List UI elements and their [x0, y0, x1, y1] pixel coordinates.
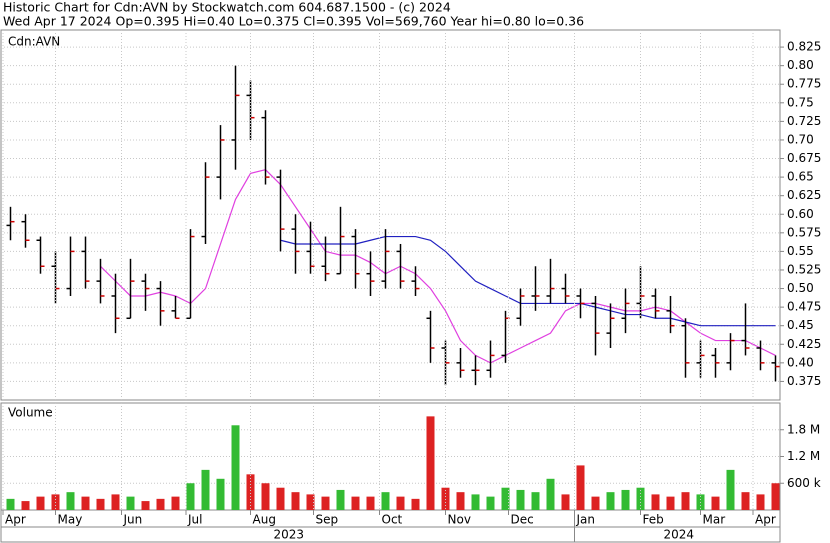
- y-tick-label: 0.80: [787, 58, 814, 72]
- volume-bar: [516, 489, 525, 510]
- volume-bar: [681, 492, 690, 510]
- volume-bar: [441, 487, 450, 510]
- volume-bar: [651, 494, 660, 510]
- year-label: 2023: [273, 528, 304, 542]
- x-tick-label: Jan: [576, 513, 596, 527]
- volume-bar: [186, 483, 195, 510]
- volume-bar: [201, 469, 210, 510]
- y-tick-label: 1.2 M: [787, 449, 820, 463]
- y-tick-label: 0.65: [787, 170, 814, 184]
- y-tick-label: 0.475: [787, 300, 821, 314]
- x-tick-label: Apr: [755, 513, 776, 527]
- volume-bar: [636, 487, 645, 510]
- y-tick-label: 0.70: [787, 132, 814, 146]
- volume-bar: [561, 494, 570, 510]
- volume-bar: [336, 489, 345, 510]
- y-tick-label: 1.8 M: [787, 422, 820, 436]
- x-tick-label: Apr: [5, 513, 26, 527]
- moving-average: [280, 235, 776, 327]
- volume-frame: [0, 402, 781, 511]
- x-tick-label: Feb: [643, 513, 664, 527]
- volume-bar: [216, 478, 225, 510]
- y-tick-label: 0.625: [787, 188, 821, 202]
- x-tick-label: Oct: [382, 513, 403, 527]
- y-tick-label: 0.425: [787, 337, 821, 351]
- volume-bar: [81, 496, 90, 510]
- x-tick-label: May: [58, 513, 83, 527]
- x-tick-label: Mar: [703, 513, 726, 527]
- x-tick-label: Jul: [187, 513, 202, 527]
- y-tick-label: 0.40: [787, 355, 814, 369]
- volume-bar: [111, 494, 120, 510]
- y-tick-label: 0.825: [787, 40, 821, 54]
- y-tick-label: 0.775: [787, 77, 821, 91]
- volume-bar: [261, 483, 270, 510]
- x-tick-label: Nov: [448, 513, 471, 527]
- volume-bar: [396, 496, 405, 510]
- volume-bar: [711, 496, 720, 510]
- volume-bar: [366, 496, 375, 510]
- y-tick-label: 0.375: [787, 374, 821, 388]
- chart-subtitle: Wed Apr 17 2024 Op=0.395 Hi=0.40 Lo=0.37…: [3, 14, 584, 29]
- volume-bar: [306, 494, 315, 510]
- volume-bar: [171, 496, 180, 510]
- volume-bar: [21, 501, 30, 510]
- x-tick-label: Aug: [253, 513, 276, 527]
- year-label: 2024: [663, 528, 694, 542]
- volume-bar: [246, 474, 255, 510]
- volume-bar: [576, 465, 585, 510]
- volume-bar: [456, 492, 465, 510]
- volume-bar: [36, 496, 45, 510]
- volume-bar: [741, 492, 750, 510]
- volume-bar: [546, 478, 555, 510]
- volume-bar: [291, 492, 300, 510]
- volume-bar: [6, 498, 15, 510]
- volume-bar: [321, 496, 330, 510]
- y-tick-label: 600 k: [787, 476, 821, 490]
- volume-bar: [141, 501, 150, 510]
- moving-average: [100, 169, 776, 364]
- x-tick-label: Jun: [123, 513, 143, 527]
- volume-bar: [471, 494, 480, 510]
- volume-bar: [126, 496, 135, 510]
- x-tick-label: Dec: [511, 513, 534, 527]
- volume-bar: [666, 496, 675, 510]
- date-frame: [0, 509, 781, 543]
- volume-bar: [501, 487, 510, 510]
- price-frame: [0, 29, 781, 401]
- volume-bar: [726, 469, 735, 510]
- y-tick-label: 0.45: [787, 318, 814, 332]
- y-tick-label: 0.75: [787, 95, 814, 109]
- volume-bar: [276, 487, 285, 510]
- volume-bar: [66, 492, 75, 510]
- volume-bar: [156, 498, 165, 510]
- panel-label: Volume: [8, 406, 53, 420]
- x-tick-label: Sep: [316, 513, 339, 527]
- volume-bar: [756, 494, 765, 510]
- volume-bar: [486, 496, 495, 510]
- panel-label: Cdn:AVN: [8, 35, 60, 49]
- volume-bar: [771, 483, 780, 510]
- volume-bar: [231, 425, 240, 510]
- chart-title: Historic Chart for Cdn:AVN by Stockwatch…: [3, 0, 451, 15]
- y-tick-label: 0.50: [787, 281, 814, 295]
- volume-bar: [531, 492, 540, 510]
- volume-bar: [606, 492, 615, 510]
- y-tick-label: 0.675: [787, 151, 821, 165]
- volume-bar: [426, 416, 435, 510]
- volume-bar: [411, 498, 420, 510]
- volume-bar: [591, 496, 600, 510]
- y-tick-label: 0.575: [787, 225, 821, 239]
- y-tick-label: 0.725: [787, 114, 821, 128]
- y-tick-label: 0.525: [787, 262, 821, 276]
- volume-bar: [351, 496, 360, 510]
- y-tick-label: 0.55: [787, 244, 814, 258]
- volume-bar: [621, 489, 630, 510]
- volume-bar: [96, 498, 105, 510]
- volume-bar: [381, 492, 390, 510]
- y-tick-label: 0.60: [787, 207, 814, 221]
